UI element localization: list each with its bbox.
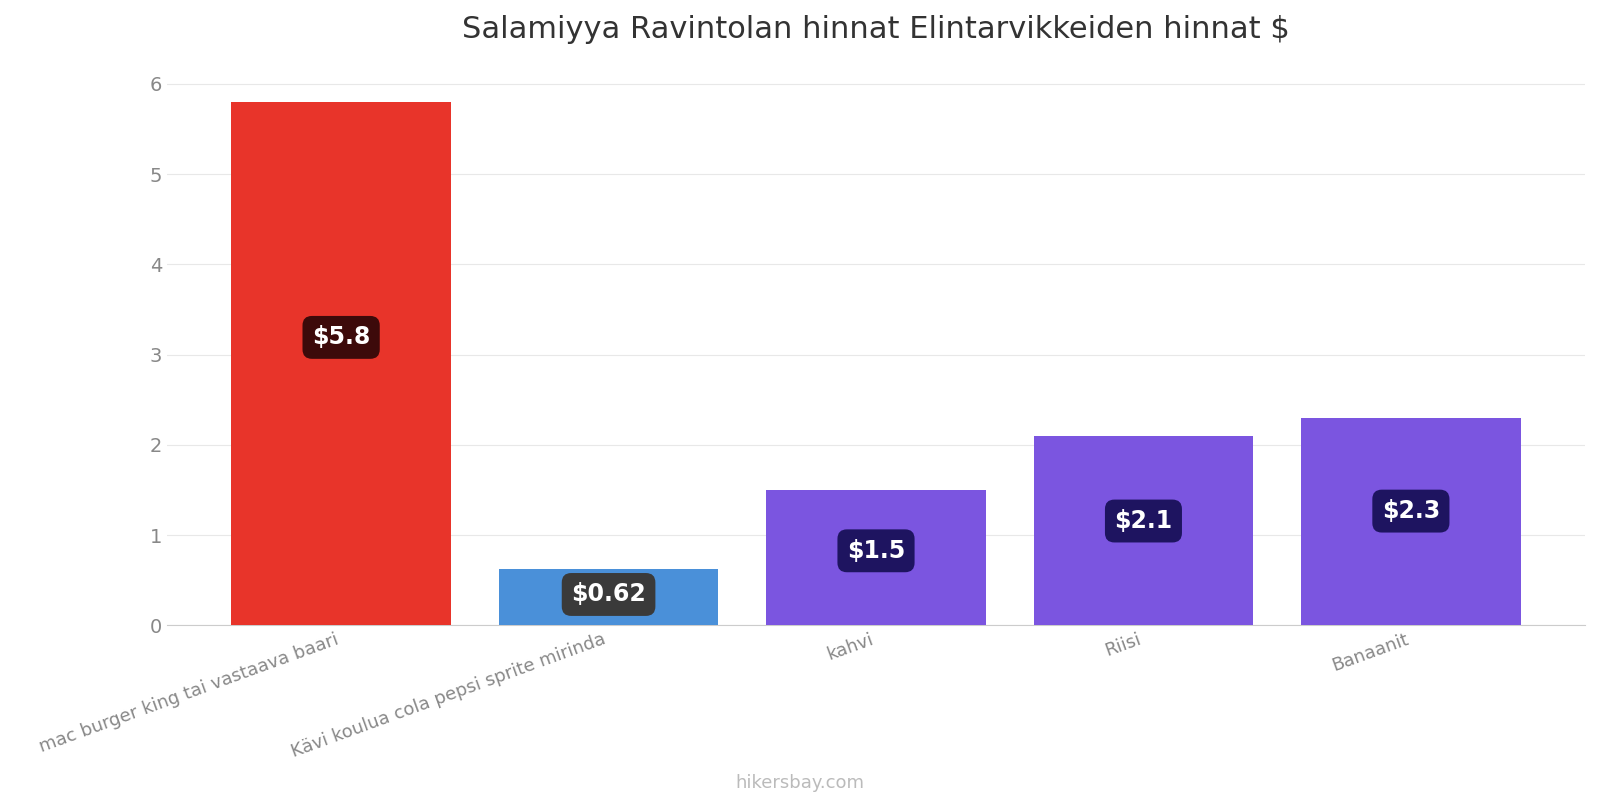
- Text: $1.5: $1.5: [846, 539, 906, 563]
- Text: $2.1: $2.1: [1114, 509, 1173, 533]
- Bar: [1034, 436, 1253, 626]
- Text: hikersbay.com: hikersbay.com: [736, 774, 864, 792]
- Bar: [232, 102, 451, 626]
- Bar: [1301, 418, 1520, 626]
- Text: $5.8: $5.8: [312, 326, 370, 350]
- Bar: [766, 490, 986, 626]
- Bar: [499, 570, 718, 626]
- Text: $0.62: $0.62: [571, 582, 646, 606]
- Title: Salamiyya Ravintolan hinnat Elintarvikkeiden hinnat $: Salamiyya Ravintolan hinnat Elintarvikke…: [462, 15, 1290, 44]
- Text: $2.3: $2.3: [1382, 499, 1440, 523]
